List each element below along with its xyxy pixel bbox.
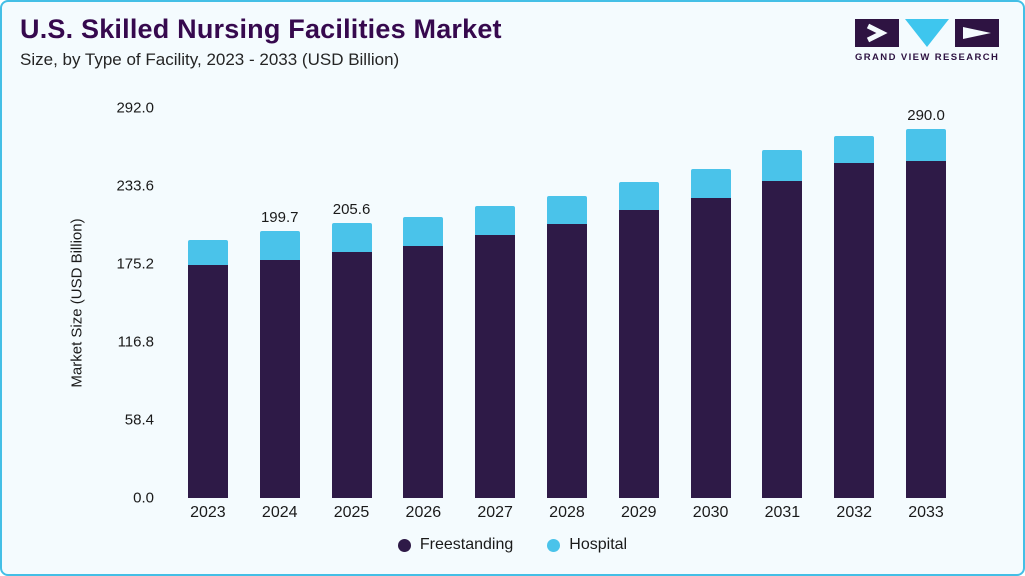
- chart-header: U.S. Skilled Nursing Facilities Market S…: [20, 14, 813, 70]
- bar-segment-hospital-2028: [546, 196, 587, 224]
- y-axis-tick-label: 233.6: [116, 177, 154, 195]
- bar-group-2030: [675, 108, 747, 498]
- bar-group-2031: [747, 108, 819, 498]
- bar-group-2032: [818, 108, 890, 498]
- y-axis-tick-label: 116.8: [117, 333, 154, 351]
- bar-value-label: 290.0: [907, 107, 945, 124]
- bar-segment-freestanding-2028: [546, 223, 587, 498]
- bar-group-2025: 205.6: [316, 108, 388, 498]
- x-axis-tick-label: 2029: [620, 504, 657, 521]
- legend-swatch-hospital: [547, 538, 561, 552]
- x-axis-tick-label: 2028: [549, 504, 585, 521]
- bar-segment-freestanding-2023: [187, 265, 228, 498]
- bar-segment-freestanding-2027: [475, 234, 516, 498]
- legend-item-hospital: Hospital: [547, 536, 627, 554]
- y-axis-tick-label: 58.4: [124, 411, 154, 429]
- bar-segment-hospital-2033: [906, 129, 947, 162]
- y-axis-tick-label: 292.0: [116, 99, 154, 117]
- bar-segment-freestanding-2024: [259, 260, 300, 498]
- bar-group-2026: [387, 108, 459, 498]
- x-axis-tick-label: 2027: [477, 504, 513, 521]
- legend-label: Hospital: [569, 536, 628, 553]
- grand-view-research-logo: GRAND VIEW RESEARCH: [855, 18, 999, 63]
- x-axis-tick-label: 2025: [333, 504, 370, 521]
- bar-segment-hospital-2024: [259, 231, 300, 261]
- bar-segment-freestanding-2031: [762, 180, 803, 498]
- x-axis-tick-label: 2024: [261, 504, 298, 521]
- bar-value-label: 205.6: [332, 201, 371, 219]
- bar-segment-freestanding-2030: [690, 198, 731, 498]
- bar-segment-hospital-2023: [187, 239, 228, 266]
- x-axis-tick-label: 2032: [836, 504, 873, 521]
- chart-legend: Freestanding Hospital: [2, 536, 1023, 554]
- legend-item-freestanding: Freestanding: [397, 536, 514, 554]
- legend-swatch-freestanding: [397, 538, 411, 552]
- bar-segment-freestanding-2029: [618, 210, 659, 498]
- bar-group-2023: [172, 108, 244, 498]
- logo-text: GRAND VIEW RESEARCH: [855, 52, 1000, 63]
- y-axis-tick-label: 0.0: [133, 489, 154, 507]
- bar-group-2029: [603, 108, 675, 498]
- bar-segment-hospital-2026: [403, 216, 444, 246]
- bar-segment-hospital-2032: [834, 135, 875, 164]
- bar-segment-freestanding-2033: [906, 161, 947, 498]
- x-axis-tick-label: 2023: [190, 504, 226, 521]
- bar-chart: Market Size (USD Billion) 0.0 58.4 116.8 17…: [2, 90, 1023, 574]
- x-axis-tick-label: 2030: [692, 504, 729, 521]
- gvr-logo-icon: [855, 19, 999, 47]
- bar-segment-hospital-2025: [331, 223, 372, 253]
- x-axis: 2023 2024 2025 2026 2027 2028 2029 2030 2031 2032…: [172, 504, 962, 522]
- bar-segment-freestanding-2025: [331, 252, 372, 498]
- bar-segment-freestanding-2032: [834, 163, 875, 498]
- bar-value-label: 199.7: [260, 209, 299, 227]
- x-axis-tick-label: 2033: [908, 504, 944, 521]
- bar-segment-hospital-2029: [618, 181, 659, 211]
- y-axis-tick-label: 175.2: [116, 255, 154, 273]
- bar-segment-hospital-2027: [475, 206, 516, 235]
- bar-group-2024: 199.7: [244, 108, 316, 498]
- bar-segment-hospital-2030: [690, 169, 731, 199]
- x-axis-tick-label: 2031: [764, 504, 801, 521]
- bar-group-2033: 290.0: [890, 108, 962, 498]
- bar-segment-freestanding-2026: [403, 245, 444, 498]
- bar-group-2028: [531, 108, 603, 498]
- bar-group-2027: [459, 108, 531, 498]
- page-title: U.S. Skilled Nursing Facilities Market: [20, 14, 502, 44]
- legend-label: Freestanding: [419, 536, 514, 553]
- y-axis: 0.0 58.4 116.8 175.2 233.6 292.0: [58, 100, 154, 507]
- bar-segment-hospital-2031: [762, 150, 803, 181]
- page-subtitle: Size, by Type of Facility, 2023 - 2033 (…: [20, 50, 400, 70]
- x-axis-tick-label: 2026: [405, 504, 442, 521]
- plot-area: 199.7 205.6 290.0: [172, 108, 962, 498]
